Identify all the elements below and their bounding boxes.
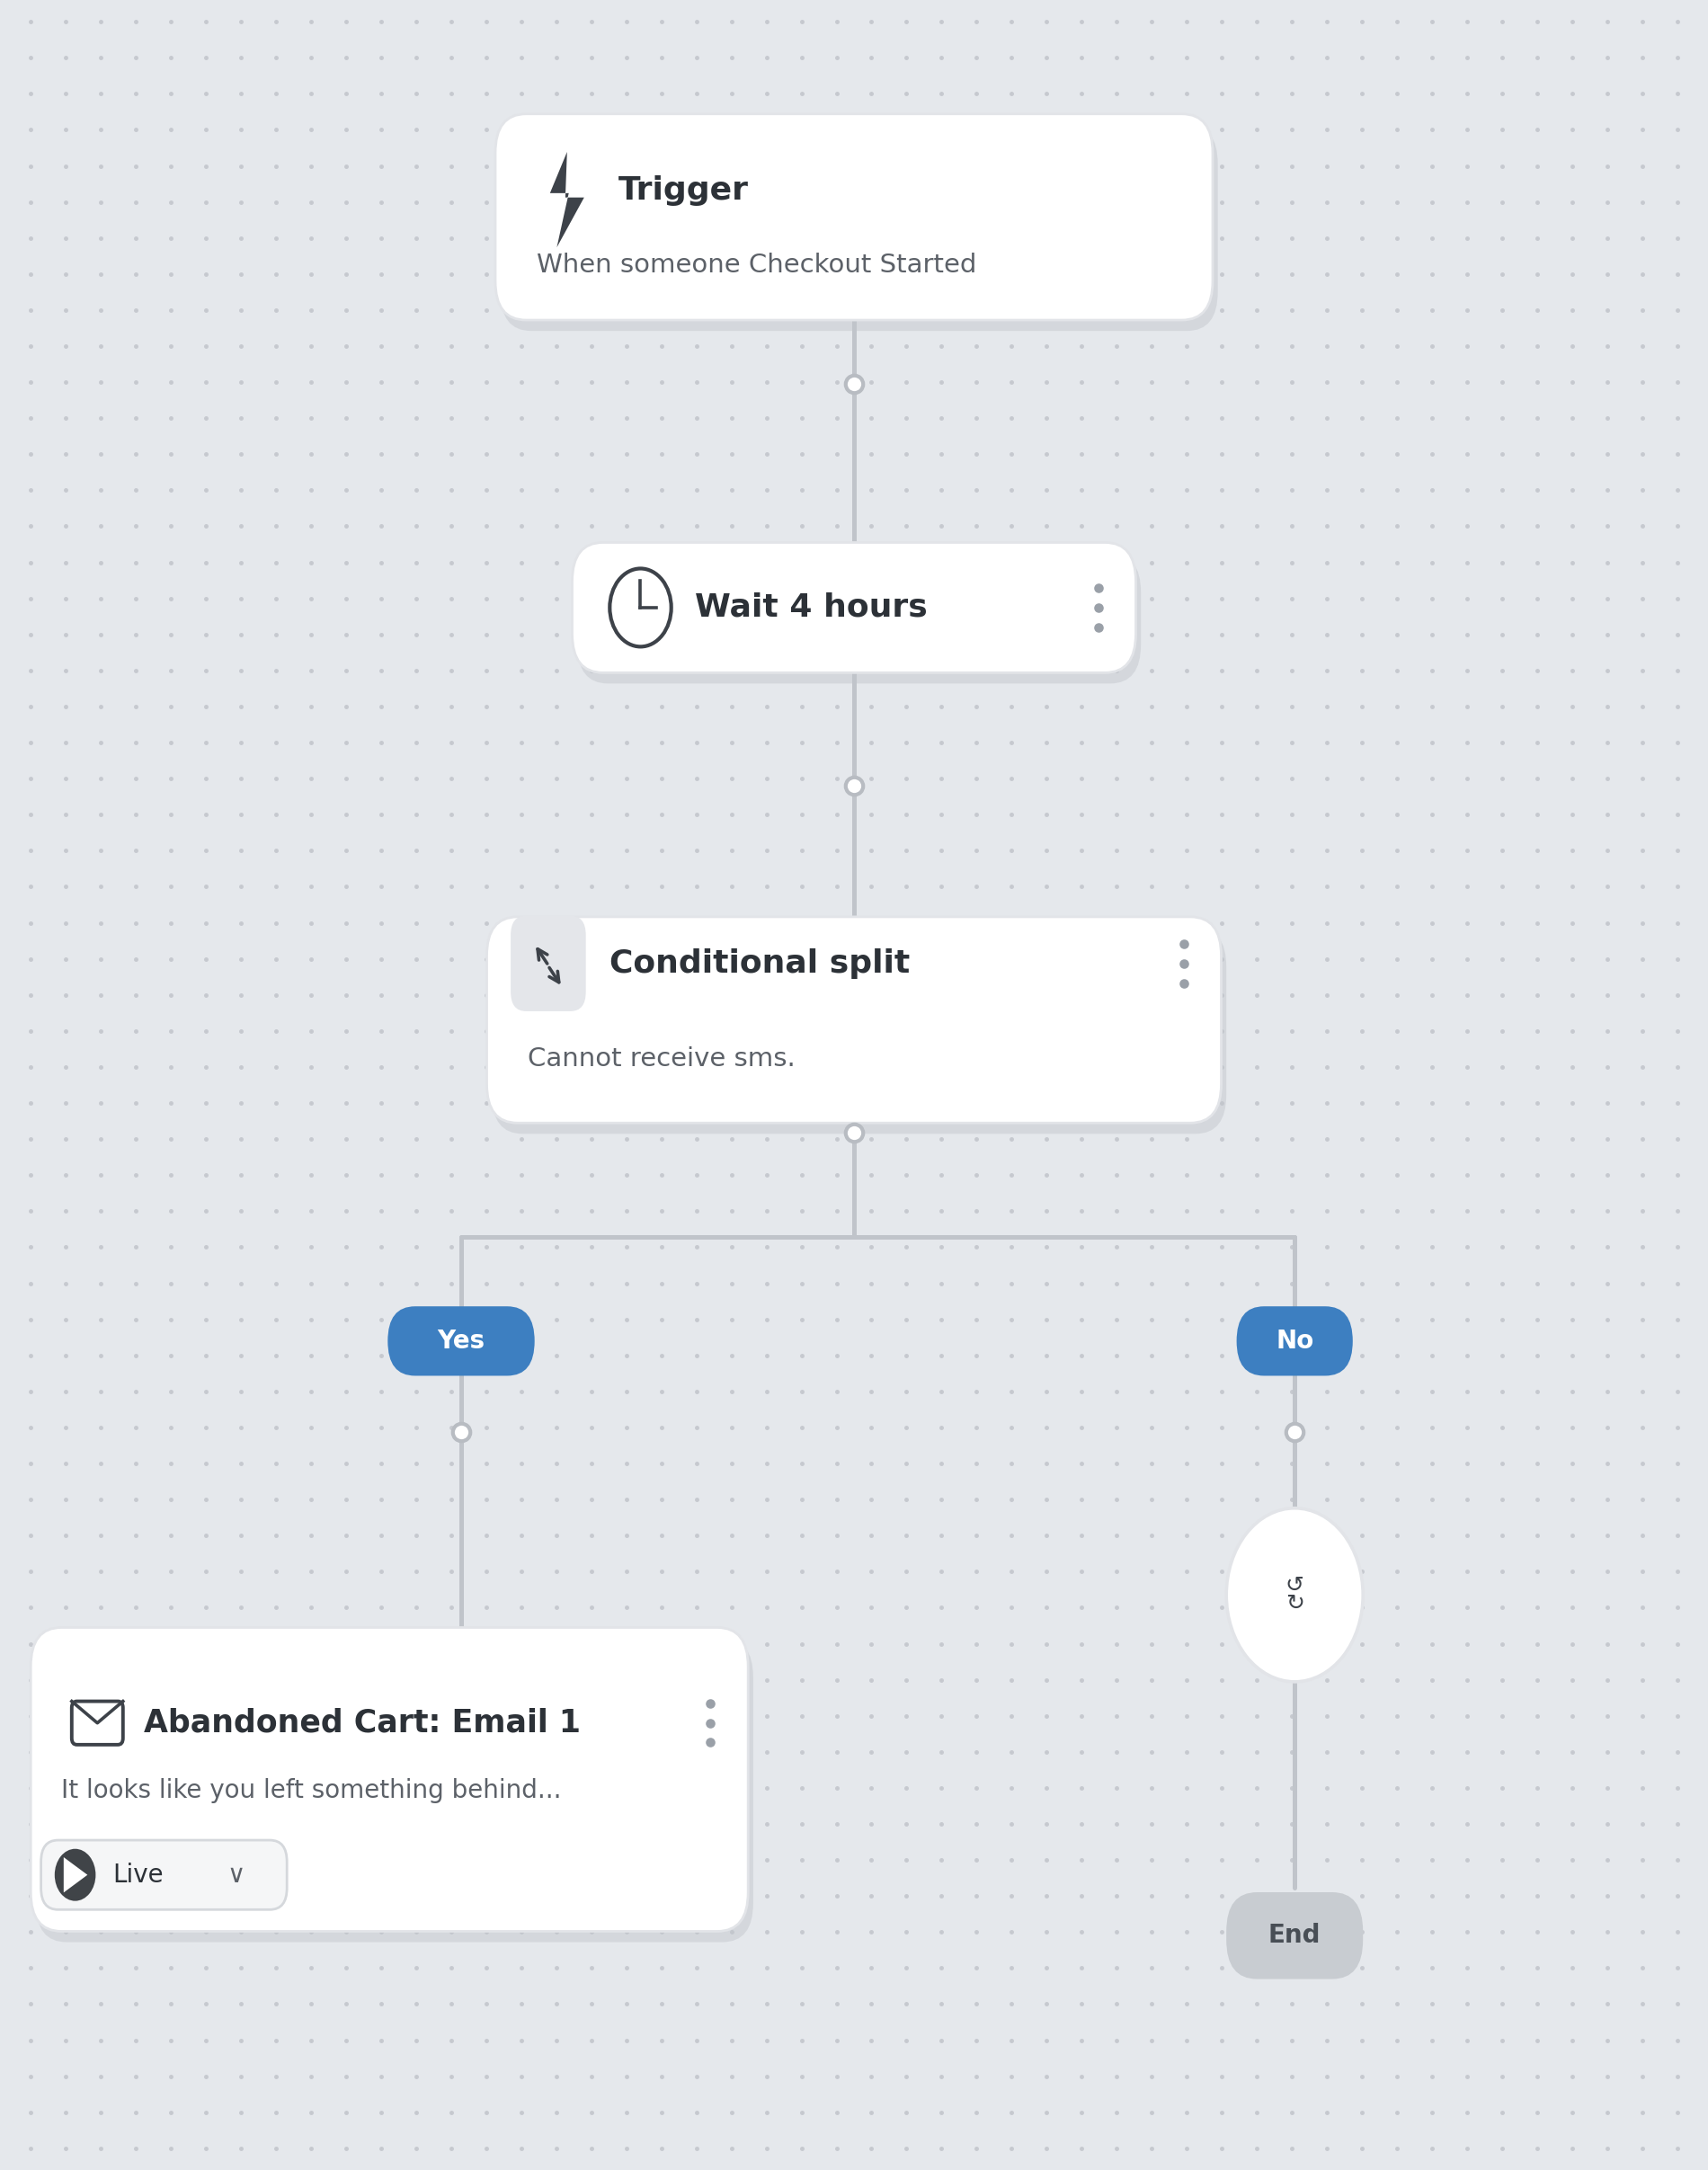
FancyBboxPatch shape — [495, 115, 1213, 321]
FancyBboxPatch shape — [577, 553, 1141, 684]
Text: Cannot receive sms.: Cannot receive sms. — [528, 1046, 796, 1072]
Text: Wait 4 hours: Wait 4 hours — [695, 592, 927, 623]
Text: It looks like you left something behind...: It looks like you left something behind.… — [61, 1777, 562, 1803]
FancyBboxPatch shape — [572, 542, 1136, 673]
Text: Conditional split: Conditional split — [610, 948, 910, 979]
Text: ↺
↻: ↺ ↻ — [1284, 1575, 1305, 1614]
FancyBboxPatch shape — [36, 1638, 753, 1942]
FancyBboxPatch shape — [500, 124, 1218, 332]
Text: No: No — [1276, 1328, 1313, 1354]
Polygon shape — [550, 152, 584, 247]
Text: Abandoned Cart: Email 1: Abandoned Cart: Email 1 — [143, 1708, 581, 1738]
Text: Live: Live — [113, 1862, 164, 1888]
Polygon shape — [65, 1860, 85, 1890]
FancyBboxPatch shape — [1237, 1306, 1353, 1376]
Text: Trigger: Trigger — [618, 176, 748, 206]
Text: ∨: ∨ — [227, 1862, 244, 1888]
FancyBboxPatch shape — [511, 916, 586, 1011]
FancyBboxPatch shape — [1226, 1892, 1363, 1979]
FancyBboxPatch shape — [31, 1628, 748, 1931]
Circle shape — [1226, 1508, 1363, 1682]
Text: When someone Checkout Started: When someone Checkout Started — [536, 252, 977, 278]
Circle shape — [55, 1849, 96, 1901]
FancyBboxPatch shape — [388, 1306, 535, 1376]
FancyBboxPatch shape — [487, 916, 1221, 1124]
Text: Yes: Yes — [437, 1328, 485, 1354]
FancyBboxPatch shape — [41, 1840, 287, 1910]
Text: End: End — [1269, 1923, 1320, 1949]
FancyBboxPatch shape — [492, 929, 1226, 1133]
